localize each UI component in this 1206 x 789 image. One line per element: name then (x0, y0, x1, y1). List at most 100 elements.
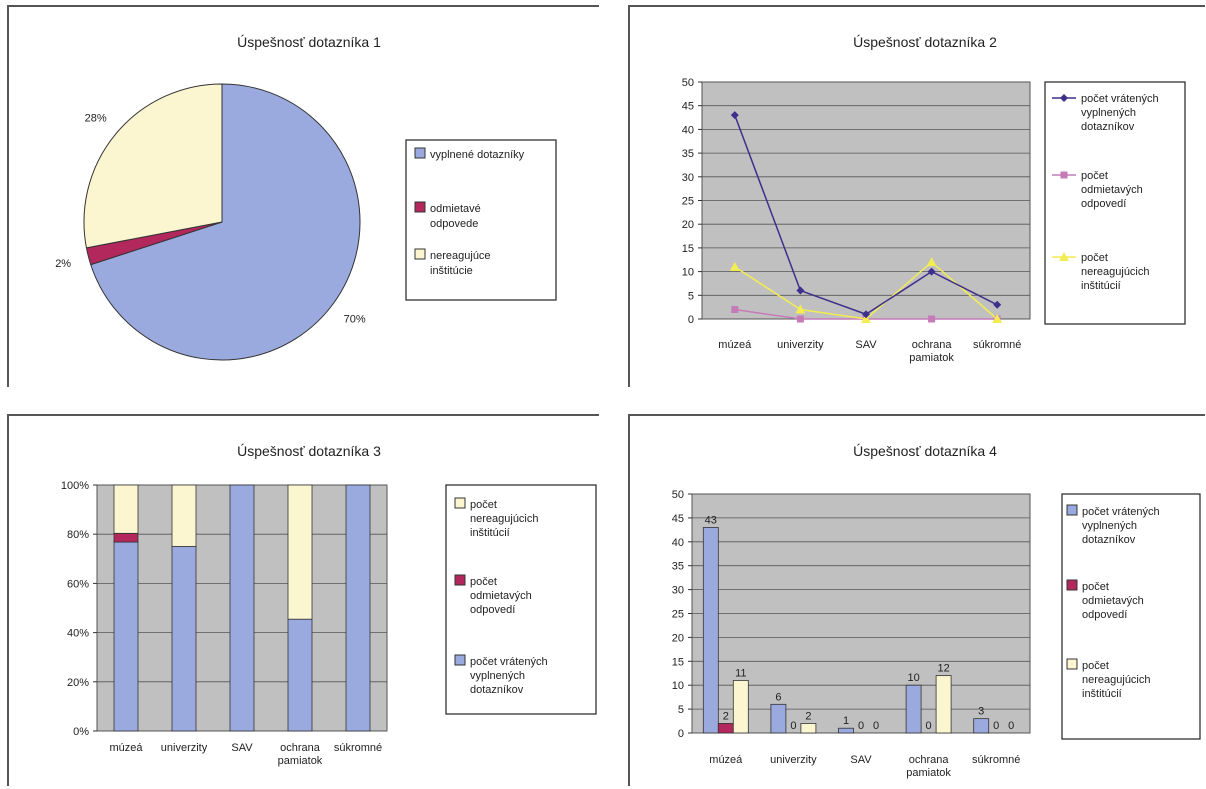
y-tick-label: 5 (688, 290, 694, 302)
y-tick-label: 15 (682, 243, 694, 255)
x-category-label: súkromné (972, 754, 1020, 766)
y-tick-label: 10 (672, 680, 684, 692)
legend-box (405, 139, 557, 301)
stacked-bar-segment (171, 546, 197, 732)
y-tick-label: 50 (682, 77, 694, 89)
data-point (992, 314, 1003, 323)
stacked-bar-chart: Úspešnosť dotazníka 3 0% 20% 40% 60% 80% 100% m… (61, 443, 597, 767)
stacked-bar-segment (287, 618, 313, 732)
y-tick-label: 25 (682, 196, 694, 208)
y-tick-label: 50 (672, 489, 684, 501)
data-point (927, 267, 936, 276)
data-label: 0 (790, 720, 796, 732)
legend-box (1044, 81, 1186, 325)
legend-label: odmietavých (470, 590, 532, 602)
y-tick-label: 20 (682, 219, 694, 231)
data-label: 11 (735, 667, 746, 679)
chart-title: Úspešnosť dotazníka 4 (853, 443, 997, 459)
clustered-bar-chart: Úspešnosť dotazníka 40510152025303540455… (672, 443, 1201, 779)
pie-slice-label: 2% (55, 258, 71, 270)
legend-swatch (414, 201, 426, 213)
data-label: 2 (805, 710, 811, 722)
stacked-bar-segment (345, 484, 371, 732)
clustered-bar-chart-panel: Úspešnosť dotazníka 4 0 5 10 15 20 25 30 35 40 45 5… (628, 414, 1205, 786)
legend-marker (1059, 252, 1069, 261)
stacked-bar-chart-panel: Úspešnosť dotazníka 3 0% 20% 40% 60% 80% 100% m… (7, 414, 599, 786)
x-category-label: univerzity (777, 339, 824, 351)
data-label: 10 (907, 672, 919, 684)
legend-label: počet (1082, 660, 1109, 672)
x-category-label: pamiatok (278, 755, 323, 767)
x-category-label: súkromné (334, 742, 382, 754)
x-category-label: múzeá (709, 754, 743, 766)
legend-marker (1060, 171, 1068, 179)
legend-label: dotazníkov (1081, 121, 1135, 133)
legend-label: počet (470, 576, 497, 588)
legend-label: vyplnených (470, 670, 525, 682)
y-tick-label: 45 (682, 101, 694, 113)
legend-label: vyplnených (1082, 520, 1137, 532)
legend-label: nereagujúcich (1081, 266, 1150, 278)
y-tick-label: 0 (688, 314, 694, 326)
legend-label: počet vrátených (1082, 506, 1160, 518)
data-label: 0 (873, 720, 879, 732)
y-tick-label: 0% (73, 726, 89, 738)
bar (973, 718, 990, 734)
data-label: 0 (1008, 720, 1014, 732)
y-tick-label: 80% (67, 529, 89, 541)
y-tick-label: 25 (672, 609, 684, 621)
y-tick-label: 100% (61, 480, 89, 492)
legend-label: odpovede (430, 218, 478, 230)
y-tick-label: 0 (678, 728, 684, 740)
legend-label: nereagujúce (430, 250, 491, 262)
y-tick-label: 30 (682, 172, 694, 184)
legend-box (1061, 493, 1201, 740)
x-category-label: ochrana (280, 742, 321, 754)
legend-label: inštitúcií (1081, 280, 1121, 292)
pie-slice-label: 28% (85, 112, 107, 124)
x-category-label: SAV (850, 754, 872, 766)
data-point (796, 315, 804, 323)
legend-label: počet vrátených (1081, 93, 1159, 105)
bar (838, 727, 854, 734)
bar (702, 527, 719, 734)
pie-slice (83, 83, 223, 249)
x-category-label: univerzity (770, 754, 817, 766)
y-tick-label: 35 (682, 148, 694, 160)
stacked-bar-segment (113, 484, 139, 534)
stacked-bar-segment (171, 484, 197, 547)
stacked-bar-segment (113, 541, 139, 732)
data-point (729, 261, 740, 271)
bar (935, 675, 952, 734)
data-point (861, 314, 871, 323)
x-category-label: múzeá (109, 742, 143, 754)
data-label: 0 (858, 720, 864, 732)
legend-swatch (1066, 504, 1078, 516)
line-chart: Úspešnosť dotazníka 2 0 5 10 15 20 25 30 35 40 45 5… (682, 34, 1186, 364)
legend-label: nereagujúcich (1082, 674, 1151, 686)
y-tick-label: 40 (682, 124, 694, 136)
legend-label: odpovedí (1082, 609, 1127, 621)
y-tick-label: 60% (67, 578, 89, 590)
legend-label: inštitúcie (430, 265, 473, 277)
y-tick-label: 40% (67, 628, 89, 640)
x-category-label: SAV (231, 742, 253, 754)
x-category-label: súkromné (973, 339, 1021, 351)
data-label: 1 (843, 715, 849, 727)
legend-label: počet (1081, 170, 1108, 182)
bar (770, 703, 787, 734)
chart-title: Úspešnosť dotazníka 3 (237, 443, 381, 459)
chart-title: Úspešnosť dotazníka 1 (237, 34, 381, 50)
data-point (926, 257, 937, 267)
y-tick-label: 5 (678, 704, 684, 716)
data-label: 43 (705, 514, 717, 526)
y-tick-label: 45 (672, 513, 684, 525)
pie-chart: Úspešnosť dotazníka 1 70% 2% 28% vyplnené do… (55, 34, 557, 361)
legend-swatch (414, 248, 426, 260)
pie-chart-panel: Úspešnosť dotazníka 1 70% 2% 28% vyplnené do… (7, 5, 599, 387)
bar (800, 723, 817, 734)
legend-label: odmietavých (1082, 595, 1144, 607)
y-tick-label: 35 (672, 561, 684, 573)
data-label: 6 (775, 691, 781, 703)
legend-label: vyplnených (1081, 107, 1136, 119)
